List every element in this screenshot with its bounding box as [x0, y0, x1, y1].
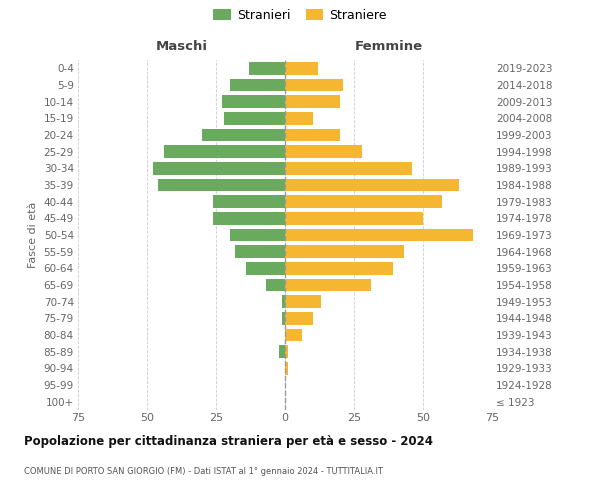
Bar: [285, 196, 442, 208]
Bar: [285, 62, 318, 74]
Bar: [285, 212, 423, 224]
Bar: [282, 296, 285, 308]
Bar: [285, 229, 473, 241]
Bar: [285, 312, 313, 324]
Y-axis label: Fasce di età: Fasce di età: [28, 202, 38, 268]
Bar: [224, 112, 285, 124]
Bar: [285, 179, 459, 192]
Text: Maschi: Maschi: [155, 40, 208, 53]
Bar: [235, 246, 285, 258]
Bar: [213, 212, 285, 224]
Bar: [202, 129, 285, 141]
Bar: [247, 262, 285, 274]
Bar: [285, 162, 412, 174]
Bar: [285, 279, 371, 291]
Bar: [230, 79, 285, 92]
Legend: Stranieri, Straniere: Stranieri, Straniere: [211, 6, 389, 24]
Bar: [282, 312, 285, 324]
Bar: [152, 162, 285, 174]
Bar: [249, 62, 285, 74]
Bar: [285, 262, 392, 274]
Bar: [230, 229, 285, 241]
Bar: [280, 346, 285, 358]
Bar: [285, 246, 404, 258]
Bar: [285, 129, 340, 141]
Bar: [266, 279, 285, 291]
Bar: [158, 179, 285, 192]
Bar: [285, 146, 362, 158]
Bar: [285, 329, 302, 341]
Bar: [213, 196, 285, 208]
Text: COMUNE DI PORTO SAN GIORGIO (FM) - Dati ISTAT al 1° gennaio 2024 - TUTTITALIA.IT: COMUNE DI PORTO SAN GIORGIO (FM) - Dati …: [24, 468, 383, 476]
Bar: [285, 346, 288, 358]
Bar: [285, 362, 288, 374]
Bar: [221, 96, 285, 108]
Bar: [285, 112, 313, 124]
Text: Femmine: Femmine: [355, 40, 422, 53]
Bar: [285, 96, 340, 108]
Bar: [285, 79, 343, 92]
Text: Popolazione per cittadinanza straniera per età e sesso - 2024: Popolazione per cittadinanza straniera p…: [24, 435, 433, 448]
Bar: [285, 296, 321, 308]
Bar: [164, 146, 285, 158]
